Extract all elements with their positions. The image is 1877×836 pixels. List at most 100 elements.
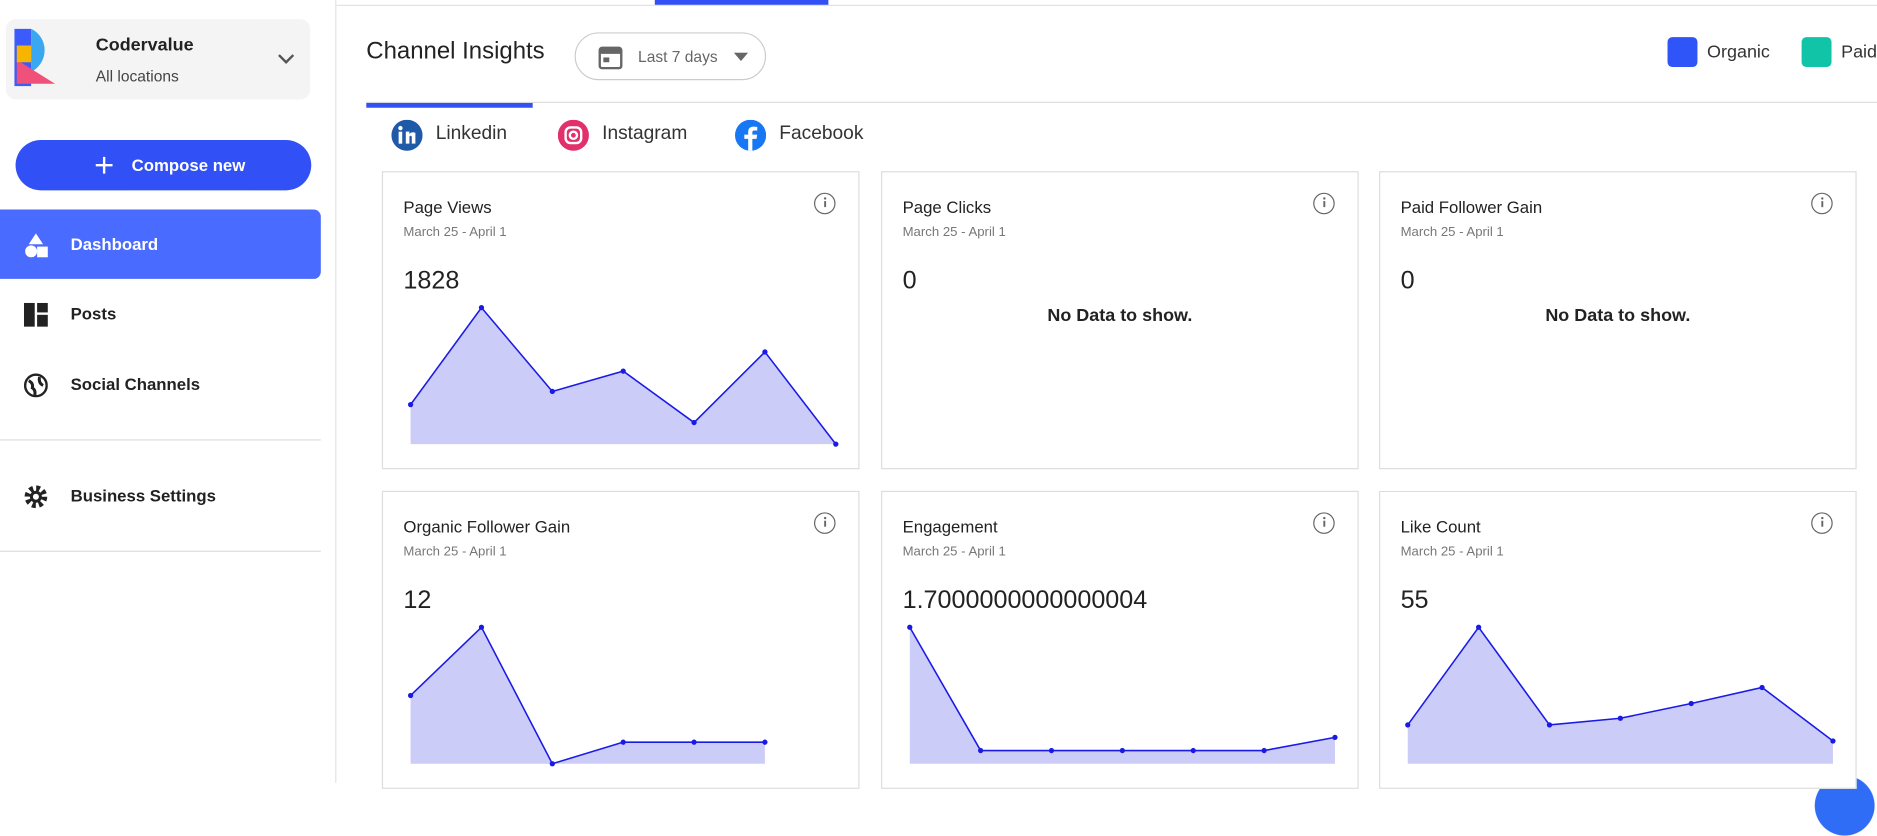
- divider: [0, 550, 321, 552]
- card-dates: March 25 - April 1: [1400, 225, 1504, 240]
- compose-button[interactable]: Compose new: [15, 140, 312, 191]
- account-location: All locations: [95, 67, 179, 85]
- nav-icon: [23, 302, 48, 327]
- card-dates: March 25 - April 1: [403, 225, 507, 240]
- card-title: Paid Follower Gain: [1400, 197, 1543, 217]
- sparkline-point: [833, 441, 839, 447]
- sparkline-point: [691, 739, 697, 745]
- page-title: Channel Insights: [366, 38, 545, 65]
- sparkline-point: [549, 761, 555, 767]
- date-range-picker[interactable]: Last 7 days: [574, 32, 767, 81]
- sparkline-area: [410, 307, 836, 445]
- sparkline-point: [1830, 738, 1836, 744]
- active-tab-indicator: [366, 102, 533, 108]
- card-title: Page Clicks: [902, 197, 992, 217]
- sparkline-area: [1407, 627, 1833, 764]
- sparkline-point: [1475, 624, 1482, 630]
- sparkline-point: [1190, 747, 1196, 754]
- linkedin-icon: [391, 119, 423, 151]
- card-title: Organic Follower Gain: [403, 517, 571, 537]
- sparkline-point: [1261, 747, 1267, 754]
- top-indicator: [654, 0, 829, 5]
- sparkline-point: [1405, 722, 1411, 728]
- sparkline-point: [478, 624, 485, 630]
- sparkline-point: [1617, 715, 1623, 721]
- metric-card: Organic Follower Gain March 25 - April 1 1…: [381, 490, 860, 789]
- plus-icon: [95, 156, 113, 174]
- nav-icon: [24, 485, 48, 509]
- sparkline-line: [410, 625, 765, 765]
- sparkline-point: [762, 739, 768, 745]
- sparkline: [407, 305, 839, 447]
- card-dates: March 25 - April 1: [902, 544, 1006, 560]
- sparkline-point: [407, 401, 414, 408]
- card-title: Page Views: [403, 197, 492, 217]
- account-name: Codervalue: [95, 34, 194, 56]
- tab[interactable]: Instagram: [602, 123, 688, 144]
- metric-card: Engagement March 25 - April 1 1.7000000000…: [881, 490, 1359, 789]
- card-dates: March 25 - April 1: [1400, 544, 1504, 560]
- sparkline-line: [909, 626, 1336, 752]
- top-border: [336, 4, 1877, 6]
- info-icon[interactable]: [1811, 192, 1833, 215]
- chevron: [278, 54, 295, 64]
- info-icon[interactable]: [1313, 192, 1335, 215]
- date-range-label: Last 7 days: [638, 47, 718, 66]
- instagram-icon: [557, 119, 589, 151]
- tab[interactable]: Facebook: [779, 123, 864, 144]
- legend-label: Organic: [1707, 41, 1770, 63]
- sparkline-point: [1119, 747, 1126, 754]
- sparkline-point: [549, 388, 555, 395]
- metric-card: Like Count March 25 - April 1 55: [1379, 490, 1857, 789]
- divider: [0, 439, 321, 441]
- sparkline: [907, 624, 1338, 764]
- card-value: 12: [403, 586, 432, 615]
- sparkline-point: [762, 349, 768, 355]
- no-data: No Data to show.: [1545, 305, 1691, 326]
- card-value: 1828: [403, 266, 460, 295]
- sparkline: [407, 624, 768, 767]
- nav-item[interactable]: Business Settings: [0, 461, 321, 530]
- sparkline-point: [907, 624, 913, 630]
- sparkline-point: [691, 419, 697, 426]
- sparkline-point: [1546, 722, 1553, 728]
- sparkline-point: [1688, 700, 1694, 707]
- logo: [14, 28, 56, 87]
- nav-item[interactable]: Social Channels: [0, 350, 321, 419]
- nav-item[interactable]: Posts: [0, 279, 321, 348]
- card-dates: March 25 - April 1: [902, 225, 1006, 240]
- card-title: Like Count: [1400, 517, 1481, 537]
- sparkline-area: [909, 627, 1335, 764]
- account-switcher[interactable]: Codervalue All locations: [5, 19, 311, 100]
- info-icon[interactable]: [814, 512, 836, 534]
- legend-swatch: [1667, 37, 1698, 68]
- tab[interactable]: Linkedin: [435, 123, 508, 144]
- nav-icon: [25, 233, 48, 258]
- card-value: 0: [902, 266, 917, 295]
- info-icon[interactable]: [1313, 512, 1335, 534]
- info-icon[interactable]: [814, 192, 836, 215]
- divider: [335, 0, 337, 783]
- sparkline-point: [620, 739, 626, 745]
- calendar-icon: [598, 46, 623, 70]
- metric-card: Page Clicks March 25 - April 1 0 No Data to…: [881, 171, 1359, 470]
- sparkline-point: [620, 368, 626, 374]
- legend-swatch: [1801, 37, 1832, 68]
- card-dates: March 25 - April 1: [403, 544, 507, 560]
- card-title: Engagement: [902, 517, 998, 537]
- metric-card: Paid Follower Gain March 25 - April 1 0 No …: [1379, 171, 1857, 470]
- nav-icon: [23, 373, 48, 398]
- info-icon[interactable]: [1811, 512, 1833, 534]
- nav-item[interactable]: Dashboard: [0, 209, 321, 279]
- card-value: 0: [1400, 266, 1415, 295]
- sparkline-point: [478, 305, 485, 311]
- sparkline-point: [1759, 684, 1765, 691]
- sparkline-area: [410, 627, 765, 764]
- nav-label: Posts: [70, 304, 117, 324]
- facebook-icon: [735, 119, 767, 151]
- metric-card: Page Views March 25 - April 1 1828: [381, 171, 860, 470]
- compose-label: Compose new: [131, 155, 246, 175]
- sparkline: [1405, 624, 1836, 764]
